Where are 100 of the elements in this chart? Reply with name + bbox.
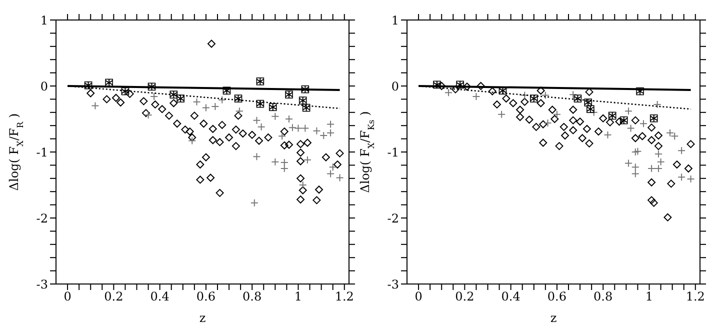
x-tick-label: 1.2 (334, 290, 354, 304)
point (636, 87, 644, 96)
point (555, 142, 564, 150)
point (650, 114, 658, 122)
x-tick-label: 1.2 (686, 290, 705, 304)
point (278, 132, 286, 140)
point (532, 122, 540, 131)
point (639, 120, 648, 128)
point (211, 102, 220, 110)
point (620, 116, 628, 124)
point (158, 105, 166, 114)
point (656, 158, 665, 166)
point (509, 99, 518, 108)
point (252, 116, 261, 124)
point (539, 120, 548, 128)
point (684, 164, 692, 172)
point (232, 126, 240, 134)
point (294, 124, 302, 132)
point (196, 160, 204, 169)
x-axis-title: z (199, 311, 206, 325)
point (536, 86, 545, 95)
point (654, 132, 662, 140)
y-tick-label: -2 (387, 211, 399, 226)
point (112, 94, 120, 102)
point (320, 132, 328, 140)
point (252, 152, 261, 161)
point (288, 124, 296, 132)
point (502, 94, 510, 103)
point (561, 132, 570, 140)
x-tick-label: 0.2 (104, 290, 124, 304)
x-tick-label: 1 (645, 290, 654, 304)
point (296, 196, 305, 204)
point (326, 120, 335, 128)
point (142, 109, 150, 118)
point (624, 159, 632, 168)
point (296, 174, 305, 182)
point (256, 100, 264, 108)
point (301, 124, 310, 132)
point (165, 112, 174, 120)
point (472, 92, 480, 101)
point (298, 186, 307, 194)
x-tick-label: 0.2 (455, 290, 474, 304)
point (296, 148, 305, 157)
point (585, 139, 594, 148)
point (140, 97, 148, 106)
point (268, 103, 277, 112)
point (84, 81, 92, 90)
point (232, 142, 240, 150)
point (298, 181, 307, 189)
point (102, 95, 111, 104)
point (631, 148, 640, 156)
point (631, 116, 640, 124)
y-tick-label: -1 (387, 145, 399, 160)
point (432, 80, 441, 89)
point (176, 94, 185, 103)
y-tick-label: 1 (391, 13, 399, 28)
point (170, 90, 178, 99)
point (654, 150, 662, 158)
point (257, 122, 266, 131)
point (285, 90, 294, 99)
point (569, 116, 578, 124)
point (624, 107, 632, 116)
point (488, 87, 496, 96)
point (315, 186, 324, 194)
point (238, 130, 247, 138)
point (686, 140, 695, 148)
point (264, 133, 272, 142)
point (604, 130, 612, 139)
point (548, 106, 556, 114)
point (91, 102, 100, 110)
x-tick-label: 0.4 (150, 290, 170, 304)
point (608, 112, 616, 120)
point (181, 126, 190, 134)
point (208, 40, 216, 48)
point (216, 138, 224, 146)
point (296, 157, 305, 166)
point (550, 115, 559, 123)
point (578, 134, 586, 142)
point (544, 118, 552, 127)
x-tick-label: 0.4 (501, 290, 521, 304)
point (234, 94, 242, 103)
point (296, 140, 305, 148)
point (525, 116, 534, 124)
point (631, 163, 640, 172)
x-axis-title: z (550, 311, 557, 325)
point (312, 196, 321, 204)
point (444, 88, 453, 97)
point (492, 100, 501, 108)
point (326, 170, 335, 178)
y-tick-label: -2 (36, 211, 48, 226)
x-tick-label: 0.8 (594, 290, 613, 304)
point (285, 140, 294, 149)
point (186, 128, 194, 136)
point (498, 110, 506, 118)
point (654, 164, 662, 172)
point (200, 120, 208, 128)
point (192, 98, 201, 106)
point (208, 136, 217, 144)
point (248, 130, 256, 139)
point (86, 89, 95, 98)
